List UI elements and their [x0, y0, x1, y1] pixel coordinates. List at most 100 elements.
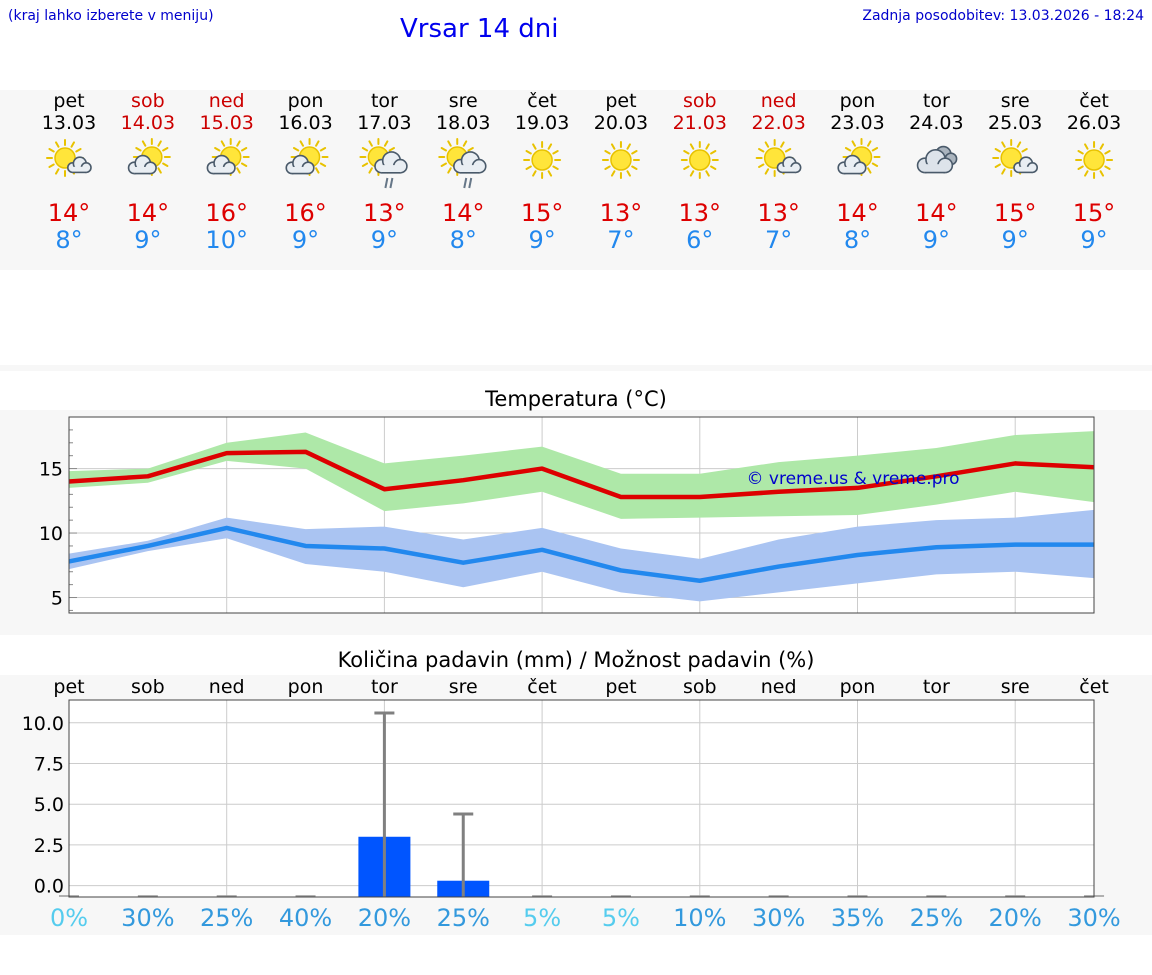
day-name: tor [371, 90, 398, 112]
sun-ray [631, 165, 638, 170]
sun-ray [1099, 143, 1105, 150]
max-temp: 14° [442, 199, 485, 227]
sun-ray [75, 148, 82, 153]
sun-ray [48, 148, 55, 153]
day-label: pet [605, 676, 636, 698]
max-temp: 14° [836, 199, 879, 227]
sun-ray [1099, 170, 1105, 177]
sun-disc [689, 149, 711, 171]
max-temp: 16° [284, 199, 327, 227]
precip-probability: 10% [673, 904, 726, 932]
sun-ray [467, 147, 474, 152]
day-date: 25.03 [988, 112, 1042, 134]
max-temp: 14° [915, 199, 958, 227]
day-name: čet [527, 90, 557, 112]
min-temp: 6° [686, 226, 713, 254]
sun-ray [292, 147, 300, 152]
sun-ray [55, 141, 60, 148]
sun-ray [1084, 143, 1089, 150]
max-temp: 15° [994, 199, 1037, 227]
sun-ray [547, 170, 553, 177]
sun-ray [604, 150, 611, 155]
sun-ray [462, 140, 468, 147]
sun-ray [1077, 165, 1084, 170]
cloud-base [213, 166, 230, 174]
cloud-base [1018, 166, 1033, 173]
y-tick-label: 10 [39, 523, 63, 545]
day-label: pon [840, 676, 876, 698]
sun-ray [55, 168, 60, 175]
cloud-base [134, 166, 151, 174]
precip-probability: 30% [121, 904, 174, 932]
day-label: sob [683, 676, 717, 698]
max-temp: 16° [205, 199, 248, 227]
cloud-shape [206, 154, 236, 175]
y-tick-label: 0.0 [34, 876, 64, 898]
day-name: tor [923, 90, 950, 112]
cloud-shape [285, 154, 315, 175]
sun-ray [683, 150, 690, 155]
plot-border [68, 699, 1095, 898]
sun-ray [141, 140, 147, 147]
y-tick-label: 7.5 [34, 753, 64, 775]
cloud-base [924, 164, 946, 173]
tmin-line [68, 525, 1095, 584]
sun-ray [604, 165, 611, 170]
sun-ray [552, 165, 559, 170]
sun-ray [758, 148, 765, 153]
sun-shape [601, 141, 640, 179]
sun-shape [680, 141, 719, 179]
min-temp: 9° [371, 226, 398, 254]
sun-ray [48, 163, 55, 168]
cloud-shape [1013, 156, 1038, 174]
separator [0, 365, 1152, 371]
sun-behind-cloud-icon [837, 138, 881, 176]
sun-ray [552, 150, 559, 155]
sun-ray [871, 162, 879, 167]
sun-icon [1075, 141, 1114, 179]
sun-ray [319, 162, 327, 167]
day-name: sre [1001, 90, 1030, 112]
tmax-line [68, 449, 1095, 500]
sun-ray [758, 163, 765, 168]
sun-behind-cloud-icon [285, 138, 329, 176]
partly-cloudy-sun-icon [992, 139, 1038, 177]
sun-ray [368, 140, 373, 147]
precip-probability: 25% [200, 904, 253, 932]
sun-ray [867, 167, 872, 174]
tmin-range-band [69, 509, 1095, 602]
partly-cloudy-sun-icon [755, 139, 802, 177]
cloud-base [460, 165, 480, 173]
sun-ray [236, 167, 241, 174]
cloud-base [782, 166, 796, 173]
min-temp: 9° [1080, 226, 1107, 254]
day-name: pon [840, 90, 876, 112]
day-label: sob [131, 676, 165, 698]
day-label: pon [288, 676, 324, 698]
sun-behind-cloud-icon [127, 138, 171, 176]
cloud-shape [66, 156, 92, 174]
y-tick-label: 15 [39, 459, 63, 481]
precipitation-chart-title: Količina padavin (mm) / Možnost padavin … [337, 648, 815, 672]
precip-probability: 20% [989, 904, 1042, 932]
rain-drop [463, 177, 468, 189]
sun-ray [1104, 150, 1111, 155]
day-name: pet [605, 90, 636, 112]
cloud-base [381, 165, 401, 173]
sun-ray [1084, 170, 1089, 177]
sun-disc [1083, 149, 1105, 171]
location-hint[interactable]: (kraj lahko izberete v meniju) [8, 8, 214, 24]
day-date: 13.03 [42, 112, 96, 134]
sun-ray [705, 170, 710, 177]
min-temp: 8° [450, 226, 477, 254]
precip-probability: 25% [910, 904, 963, 932]
min-temp: 9° [923, 226, 950, 254]
